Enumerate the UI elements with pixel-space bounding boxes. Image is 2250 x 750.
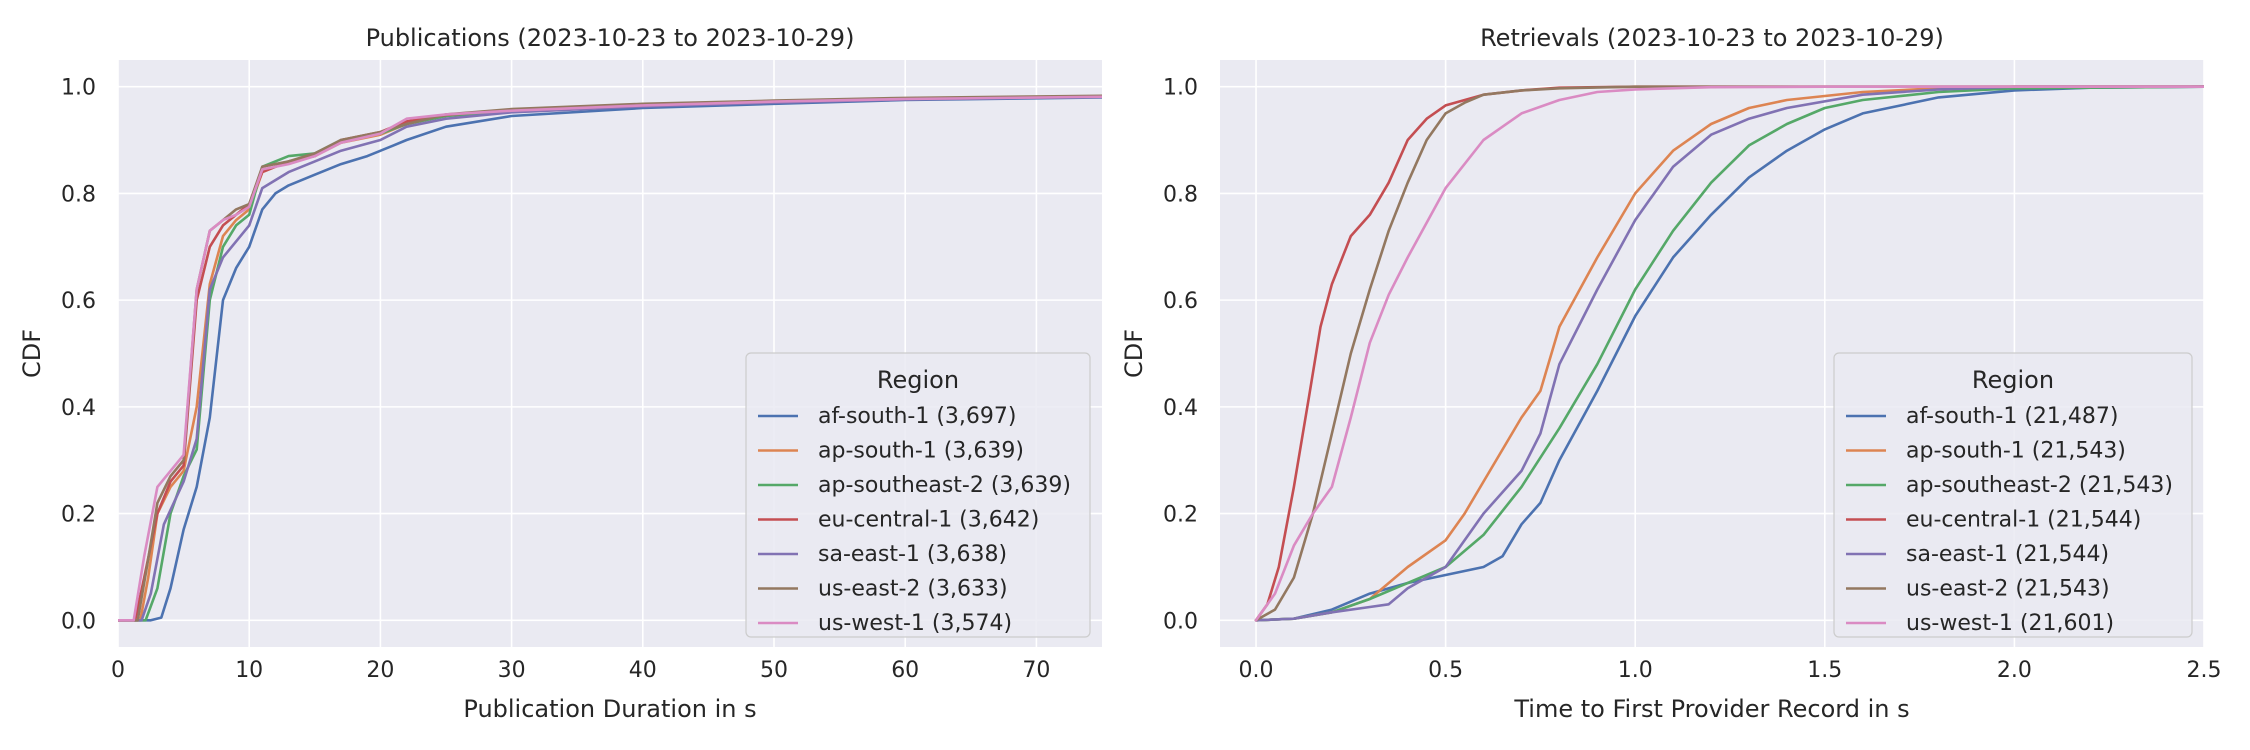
x-tick-label: 2.5 xyxy=(2187,658,2222,683)
legend-box xyxy=(1833,352,2193,638)
legend-entry: ap-southeast-2 (21,543) xyxy=(1906,473,2173,498)
chart-retrievals: 0.0 0.5 1.0 1.5 2.0 2.5 0.0 0.2 0.4 0.6 0.8 1.0 Retr… xyxy=(1120,24,2222,723)
x-tick-label: 60 xyxy=(891,658,919,683)
series-line-us-east-2 xyxy=(118,94,1102,622)
series-line-af-south-1 xyxy=(1254,85,2204,622)
legend-entry: ap-southeast-2 (3,639) xyxy=(818,473,1071,498)
legend-entry: us-east-2 (21,543) xyxy=(1906,577,2110,602)
y-tick-label: 0.6 xyxy=(1163,289,1198,314)
x-tick-label: 1.0 xyxy=(1618,658,1653,683)
legend-entry: eu-central-1 (21,544) xyxy=(1906,508,2141,533)
x-axis-label: Time to First Provider Record in s xyxy=(1513,695,1909,723)
y-tick-label: 0.0 xyxy=(1163,609,1198,634)
series-line-us-west-1 xyxy=(118,95,1102,622)
y-axis-label: CDF xyxy=(18,329,46,378)
x-tick-label: 0.0 xyxy=(1239,658,1274,683)
series-line-us-east-2 xyxy=(1254,85,2204,622)
x-tick-label: 2.0 xyxy=(1997,658,2032,683)
x-tick-label: 40 xyxy=(629,658,657,683)
chart-publications: 0 10 20 30 40 50 60 70 0.0 0.2 0.4 0.6 0.8 1.0 Publica… xyxy=(18,24,1102,723)
y-tick-label: 1.0 xyxy=(61,76,96,101)
legend-entry: ap-south-1 (21,543) xyxy=(1906,439,2126,464)
legend-entry: sa-east-1 (21,544) xyxy=(1906,542,2109,567)
legend-title: Region xyxy=(1972,366,2054,394)
y-tick-label: 0.2 xyxy=(61,503,96,528)
series-line-sa-east-1 xyxy=(1254,85,2204,622)
y-tick-label: 0.8 xyxy=(61,182,96,207)
x-tick-label: 20 xyxy=(366,658,394,683)
y-tick-label: 0.6 xyxy=(61,289,96,314)
legend-entry: af-south-1 (3,697) xyxy=(818,404,1016,429)
y-axis-label: CDF xyxy=(1120,329,1148,378)
legend-entry: af-south-1 (21,487) xyxy=(1906,404,2118,429)
chart-title: Retrievals (2023-10-23 to 2023-10-29) xyxy=(1480,24,1944,52)
x-tick-label: 0 xyxy=(111,658,125,683)
x-tick-label: 10 xyxy=(235,658,263,683)
legend-entry: eu-central-1 (3,642) xyxy=(818,508,1039,533)
series-line-ap-south-1 xyxy=(1254,85,2204,622)
legend-entry: ap-south-1 (3,639) xyxy=(818,439,1024,464)
y-tick-label: 0.4 xyxy=(61,396,96,421)
x-tick-label: 50 xyxy=(760,658,788,683)
x-tick-label: 30 xyxy=(498,658,526,683)
series-line-af-south-1 xyxy=(118,96,1102,622)
series-line-us-west-1 xyxy=(1254,85,2204,622)
legend-entry: us-west-1 (3,574) xyxy=(818,611,1012,636)
y-tick-label: 0.8 xyxy=(1163,182,1198,207)
x-tick-label: 1.5 xyxy=(1807,658,1842,683)
y-tick-label: 1.0 xyxy=(1163,76,1198,101)
y-tick-label: 0.2 xyxy=(1163,503,1198,528)
legend-title: Region xyxy=(877,366,959,394)
y-tick-label: 0.4 xyxy=(1163,396,1198,421)
legend-box xyxy=(745,352,1091,638)
series-group xyxy=(118,94,1102,622)
x-tick-label: 0.5 xyxy=(1428,658,1463,683)
legend-entry: us-west-1 (21,601) xyxy=(1906,611,2114,636)
x-axis-label: Publication Duration in s xyxy=(463,695,756,723)
legend-entry: us-east-2 (3,633) xyxy=(818,577,1008,602)
series-group xyxy=(1254,85,2204,622)
series-line-ap-southeast-2 xyxy=(1254,85,2204,622)
legend-entry: sa-east-1 (3,638) xyxy=(818,542,1007,567)
chart-title: Publications (2023-10-23 to 2023-10-29) xyxy=(366,24,855,52)
x-tick-label: 70 xyxy=(1022,658,1050,683)
y-tick-label: 0.0 xyxy=(61,609,96,634)
